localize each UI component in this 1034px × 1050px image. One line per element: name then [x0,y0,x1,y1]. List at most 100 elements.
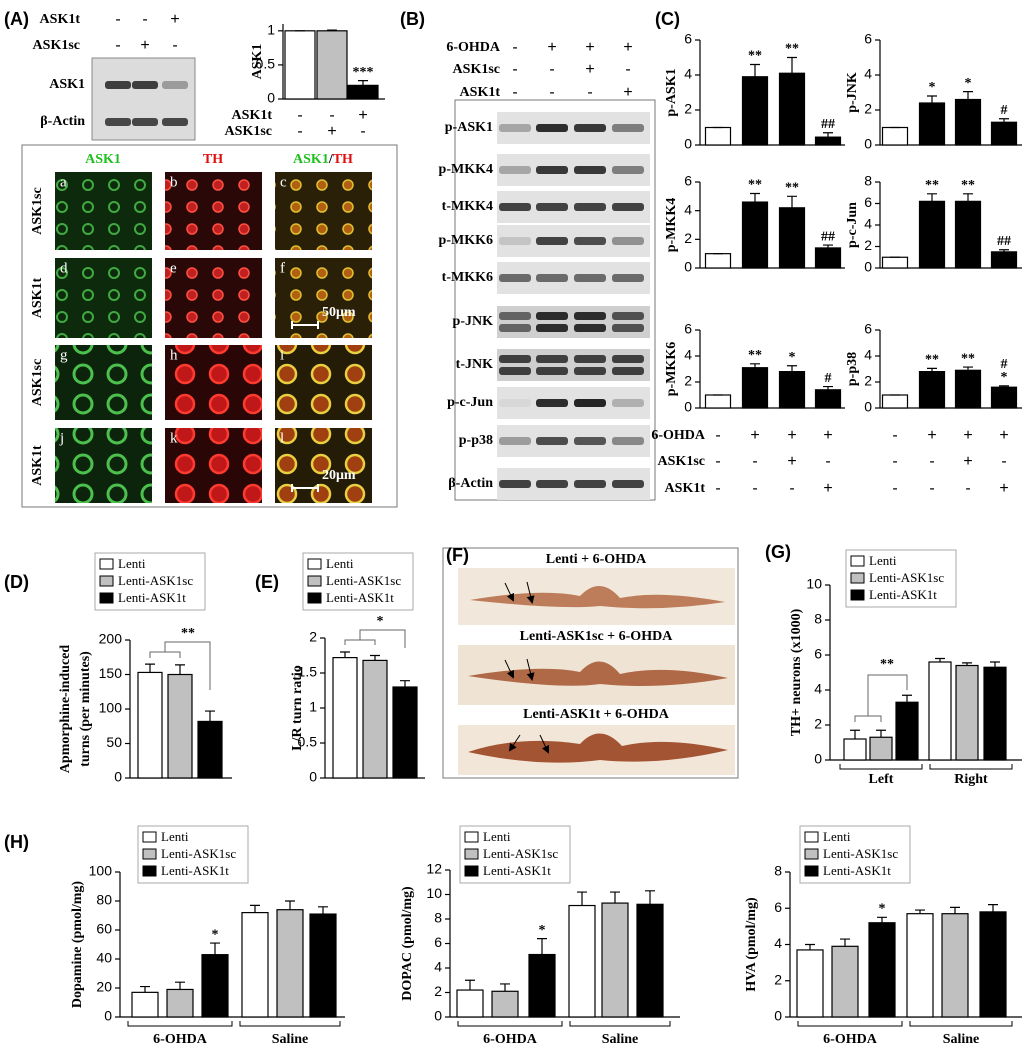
y-axis-label: TH+ neurons (x1000) [789,608,804,736]
blot-band [612,166,644,174]
micrograph [165,172,262,250]
histology-label: Lenti-ASK1sc + 6-OHDA [520,629,674,644]
condition-label: ASK1t [460,85,501,100]
micrograph-frame [21,144,398,508]
group-bracket [909,1021,1013,1027]
y-tick-label: 4 [684,201,692,217]
error-bar [400,680,410,687]
error-bar [250,904,260,913]
histology-label: Lenti + 6-OHDA [546,552,647,567]
micrograph-letter: c [280,174,287,190]
significance: *** [353,65,374,80]
bar [568,904,596,1018]
blot-band [132,81,158,89]
error-bar [210,942,220,955]
y-tick-label: 8 [434,910,442,926]
x-group-label: Saline [602,1032,639,1047]
panel-label: (E) [255,572,279,592]
micrograph-letter: h [170,347,178,363]
bar [201,954,229,1018]
bar [906,913,934,1018]
condition-sign: - [715,427,720,444]
blot-band [536,324,568,332]
condition-sign: + [547,39,556,56]
condition-sign: + [585,61,594,78]
x-group-label: 6-OHDA [153,1032,208,1047]
scale-bar-label: 50μm [322,305,356,320]
y-tick-label: 10 [806,576,822,592]
blot-band [574,203,606,211]
error-bar [327,29,337,31]
error-bar [175,664,185,675]
y-axis-label: p-JNK [845,72,860,113]
y-tick-label: 6 [864,31,872,47]
error-bar [902,694,912,703]
micrograph-letter: j [59,430,64,446]
arrow [526,581,535,604]
y-tick-label: 0 [684,399,692,415]
bar [137,671,163,779]
bar [362,659,388,779]
error-bar [610,891,620,904]
y-tick-label: 6 [864,194,872,210]
y-axis-label: turns (per minutes) [78,651,93,767]
y-tick-label: 0 [684,259,692,275]
condition-sign: - [825,453,830,470]
bar [704,126,732,146]
bar [276,909,304,1018]
bar [284,30,316,100]
blot-band [574,437,606,445]
micrograph-letter: l [280,430,284,446]
blot-row-label: p-MKK6 [439,233,493,248]
bar [954,369,982,409]
condition-sign: - [142,11,147,28]
micrograph [165,345,262,420]
condition-sign: - [715,453,720,470]
bar [316,30,348,100]
bar [704,394,732,409]
significance-bracket [854,674,908,722]
histology-images [458,568,735,775]
legend-label: Lenti-ASK1t [326,590,394,605]
x-group-label: Right [954,772,988,787]
error-bar [999,249,1009,252]
blot-band [574,237,606,245]
error-bar [750,192,760,203]
blot-row-label: t-MKK4 [442,199,493,214]
bar [928,661,952,761]
y-axis-label: p-c-Jun [845,202,860,248]
header-part: TH [203,152,223,167]
y-axis-label: p-MKK4 [664,198,679,252]
error-bar [823,385,833,390]
legend-label: Lenti [869,553,897,568]
error-bar [927,367,937,372]
condition-sign: + [787,427,796,444]
bar [601,902,629,1018]
y-tick-label: 0 [114,769,122,785]
error-bar [805,943,815,950]
significance-bracket [344,629,406,648]
bar [167,673,193,779]
bar [741,76,769,146]
error-bar [145,663,155,673]
y-tick-label: 150 [99,665,123,681]
legend-swatch [142,865,157,877]
blot-band [612,324,644,332]
bar [778,72,806,146]
condition-sign: - [965,480,970,497]
significance: ** [880,657,894,672]
blot-band [536,237,568,245]
y-tick-label: 0 [309,769,317,785]
condition-sign: + [140,37,149,54]
legend-label: Lenti [118,556,146,571]
error-bar [465,979,475,991]
blot-band [499,480,531,488]
arrow [539,734,550,754]
condition-sign: - [892,453,897,470]
condition-sign: - [715,480,720,497]
error-bar [915,909,925,914]
legend-swatch [850,555,865,567]
bar [392,686,418,779]
condition-sign: - [297,123,302,140]
significance: ## [821,117,835,132]
